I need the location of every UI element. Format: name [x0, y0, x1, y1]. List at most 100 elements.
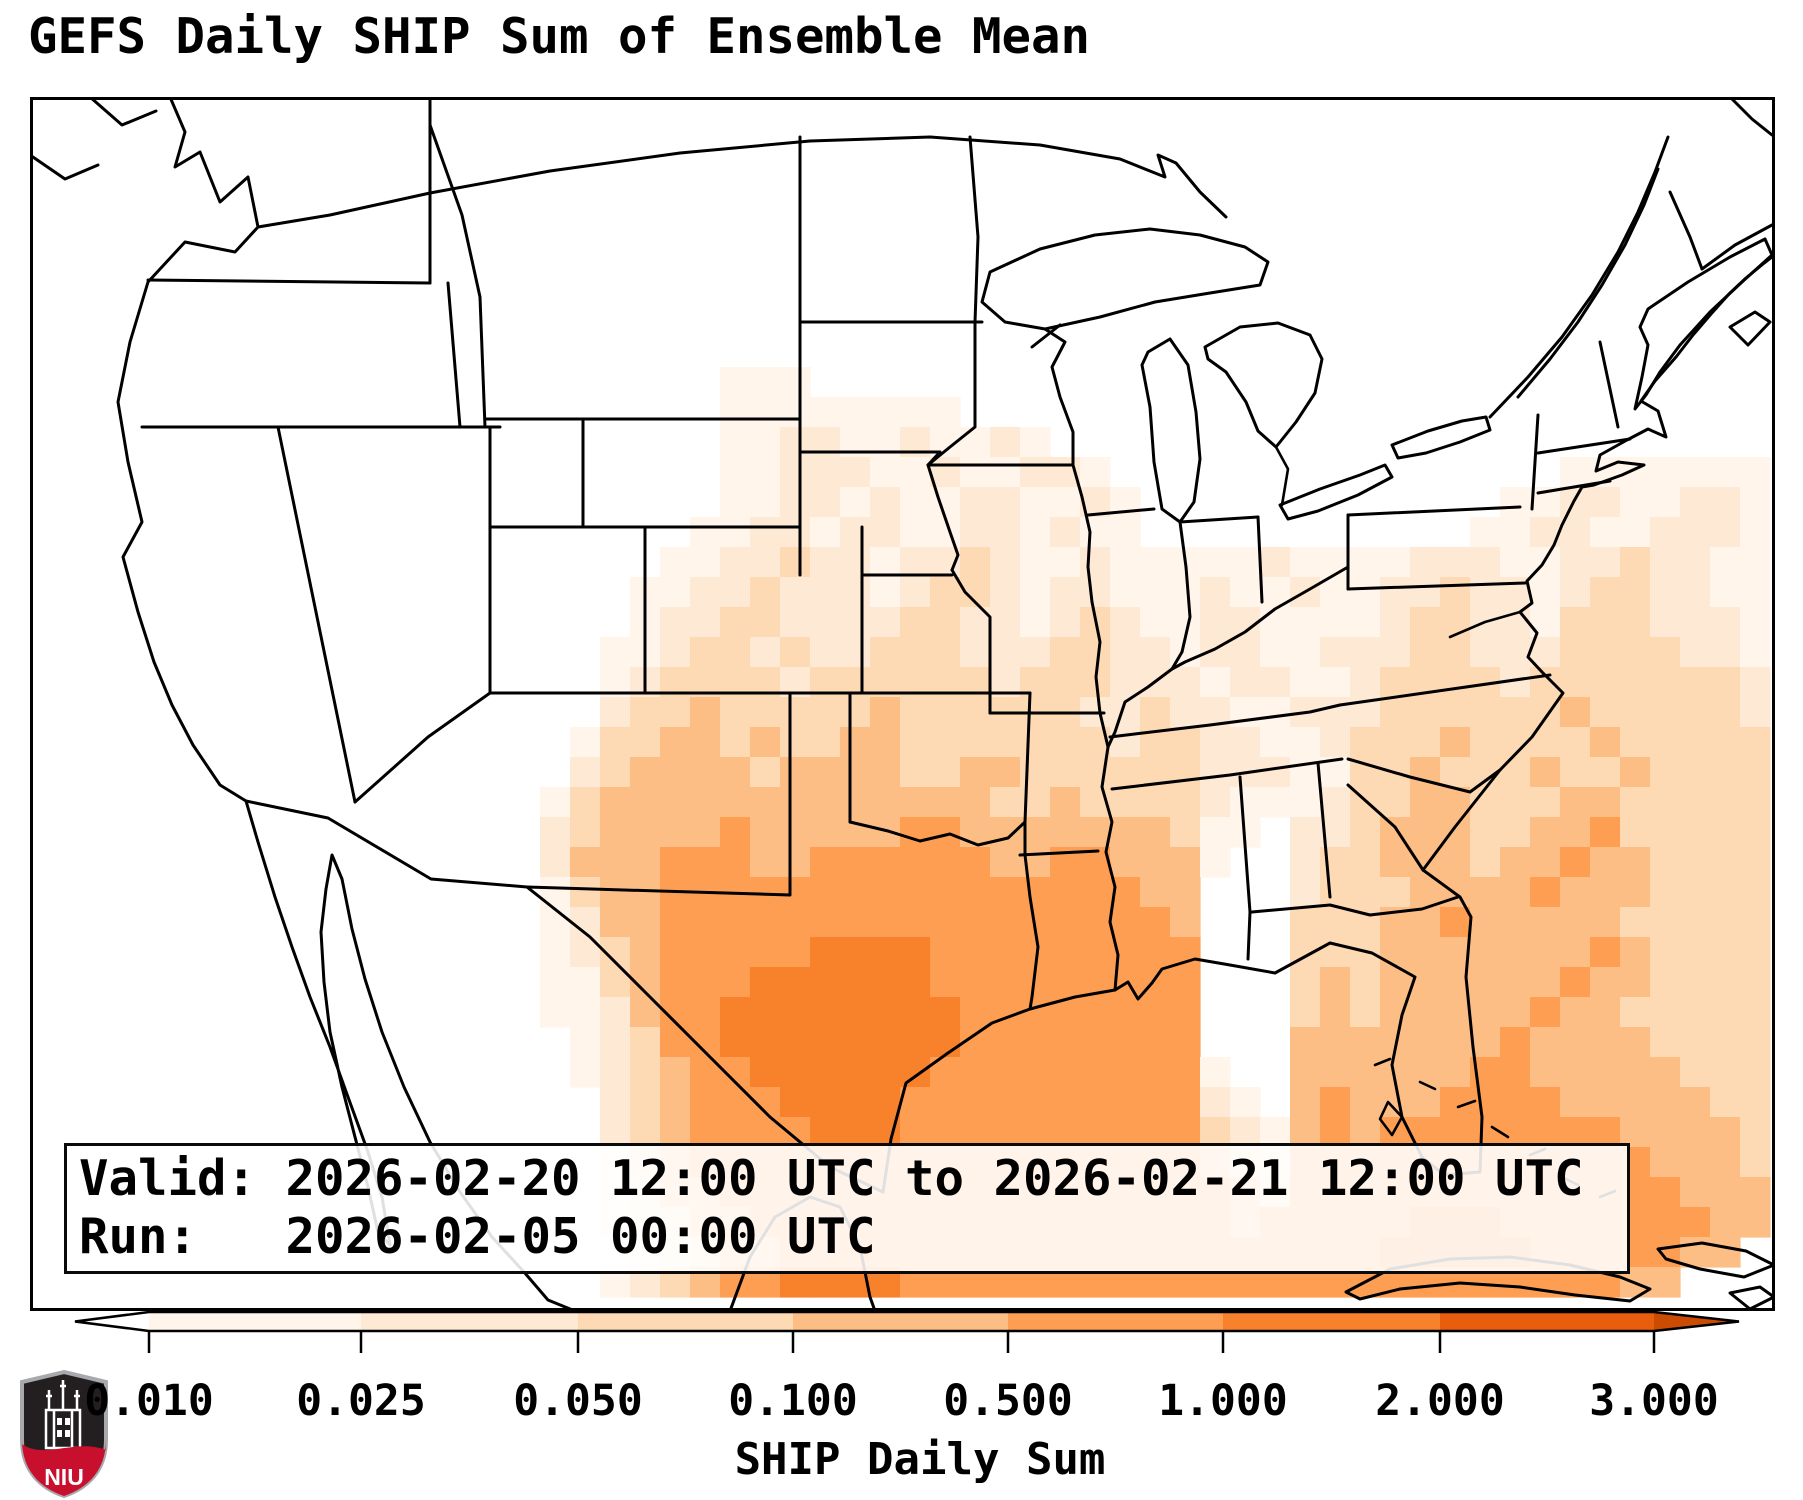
heat-cell — [1650, 1147, 1681, 1178]
heat-cell — [1350, 847, 1381, 878]
heat-cell — [630, 907, 661, 938]
heat-cell — [780, 517, 811, 548]
heat-cell — [660, 637, 691, 668]
heat-cell — [1740, 847, 1771, 878]
heat-cell — [900, 847, 931, 878]
heat-cell — [1440, 997, 1471, 1028]
pacific-baja-coast — [116, 97, 577, 1311]
heat-cell — [1560, 457, 1591, 488]
fl-north — [1250, 895, 1460, 917]
colorbar-segment — [1008, 1312, 1223, 1331]
heat-cell — [630, 697, 661, 728]
heat-cell — [1440, 937, 1471, 968]
heat-cell — [930, 997, 961, 1028]
heat-cell — [810, 1117, 841, 1148]
heat-cell — [960, 487, 991, 518]
heat-cell — [870, 607, 901, 638]
heat-cell — [1560, 667, 1591, 698]
heat-cell — [1380, 577, 1411, 608]
heat-cell — [1650, 817, 1681, 848]
ca-nv — [276, 425, 357, 804]
heat-cell — [660, 847, 691, 878]
maine-nb-border — [1668, 190, 1704, 271]
heat-cell — [810, 907, 841, 938]
heat-cell — [930, 697, 961, 728]
heat-cell — [1590, 967, 1621, 998]
heat-cell — [1440, 667, 1471, 698]
heat-cell — [1320, 877, 1351, 908]
heat-cell — [750, 877, 781, 908]
heat-cell — [1740, 487, 1771, 518]
heat-cell — [930, 847, 961, 878]
heat-cell — [1680, 847, 1711, 878]
heat-cell — [1110, 907, 1141, 938]
heat-cell — [720, 847, 751, 878]
heat-cell — [1740, 937, 1771, 968]
heat-cell — [690, 697, 721, 728]
heat-cell — [690, 937, 721, 968]
heat-cell — [1350, 727, 1381, 758]
heat-cell — [1470, 967, 1501, 998]
heat-cell — [840, 877, 871, 908]
heat-cell — [570, 1057, 601, 1088]
heat-cell — [960, 967, 991, 998]
heat-cell — [1140, 637, 1171, 668]
heat-cell — [930, 967, 961, 998]
heat-cell — [630, 817, 661, 848]
heat-cell — [1110, 547, 1141, 578]
heat-cell — [1560, 757, 1591, 788]
heat-cell — [1050, 937, 1081, 968]
lake-superior — [980, 227, 1270, 331]
heat-cell — [780, 487, 811, 518]
heat-cell — [1680, 697, 1711, 728]
heat-cell — [1410, 967, 1441, 998]
heat-cell — [1110, 1087, 1141, 1118]
heat-cell — [1740, 877, 1771, 908]
heat-cell — [1050, 967, 1081, 998]
heat-cell — [660, 787, 691, 818]
heat-cell — [1380, 697, 1411, 728]
heat-cell — [750, 547, 781, 578]
heat-cell — [1320, 1057, 1351, 1088]
heat-cell — [900, 547, 931, 578]
heat-cell — [690, 847, 721, 878]
heat-cell — [570, 817, 601, 848]
heat-cell — [1590, 547, 1621, 578]
heat-cell — [750, 997, 781, 1028]
heat-cell — [750, 397, 781, 428]
heat-cell — [930, 487, 961, 518]
detroit-river — [1274, 445, 1290, 507]
coastlines — [30, 97, 1775, 1311]
heat-cell — [750, 367, 781, 398]
al-ga — [1316, 761, 1332, 899]
heat-cell — [1710, 847, 1741, 878]
mi-wi-up — [1030, 323, 1062, 349]
heat-cell — [1470, 877, 1501, 908]
ky-tn — [1108, 703, 1342, 739]
heat-cell — [900, 997, 931, 1028]
heat-cell — [930, 637, 961, 668]
heat-cell — [840, 937, 871, 968]
heat-cell — [1350, 1087, 1381, 1118]
heat-cell — [600, 727, 631, 758]
heat-cell — [540, 877, 571, 908]
heat-cell — [540, 967, 571, 998]
heat-cell — [780, 907, 811, 938]
heat-cell — [1020, 547, 1051, 578]
heat-cell — [1320, 697, 1351, 728]
heat-cell — [840, 1057, 871, 1088]
heat-cell — [1680, 1117, 1711, 1148]
heat-cell — [1170, 667, 1201, 698]
heat-cell — [810, 997, 841, 1028]
heat-cell — [1740, 727, 1771, 758]
heat-cell — [1410, 727, 1441, 758]
heat-cell — [1140, 877, 1171, 908]
colorbar-tick-label: 0.025 — [296, 1376, 425, 1426]
heat-cell — [1680, 517, 1711, 548]
heat-cell — [1110, 787, 1141, 818]
heat-cell — [810, 697, 841, 728]
heat-cell — [720, 427, 751, 458]
heat-cell — [1740, 817, 1771, 848]
heat-cell — [1680, 1177, 1711, 1208]
heat-cell — [1560, 1087, 1591, 1118]
